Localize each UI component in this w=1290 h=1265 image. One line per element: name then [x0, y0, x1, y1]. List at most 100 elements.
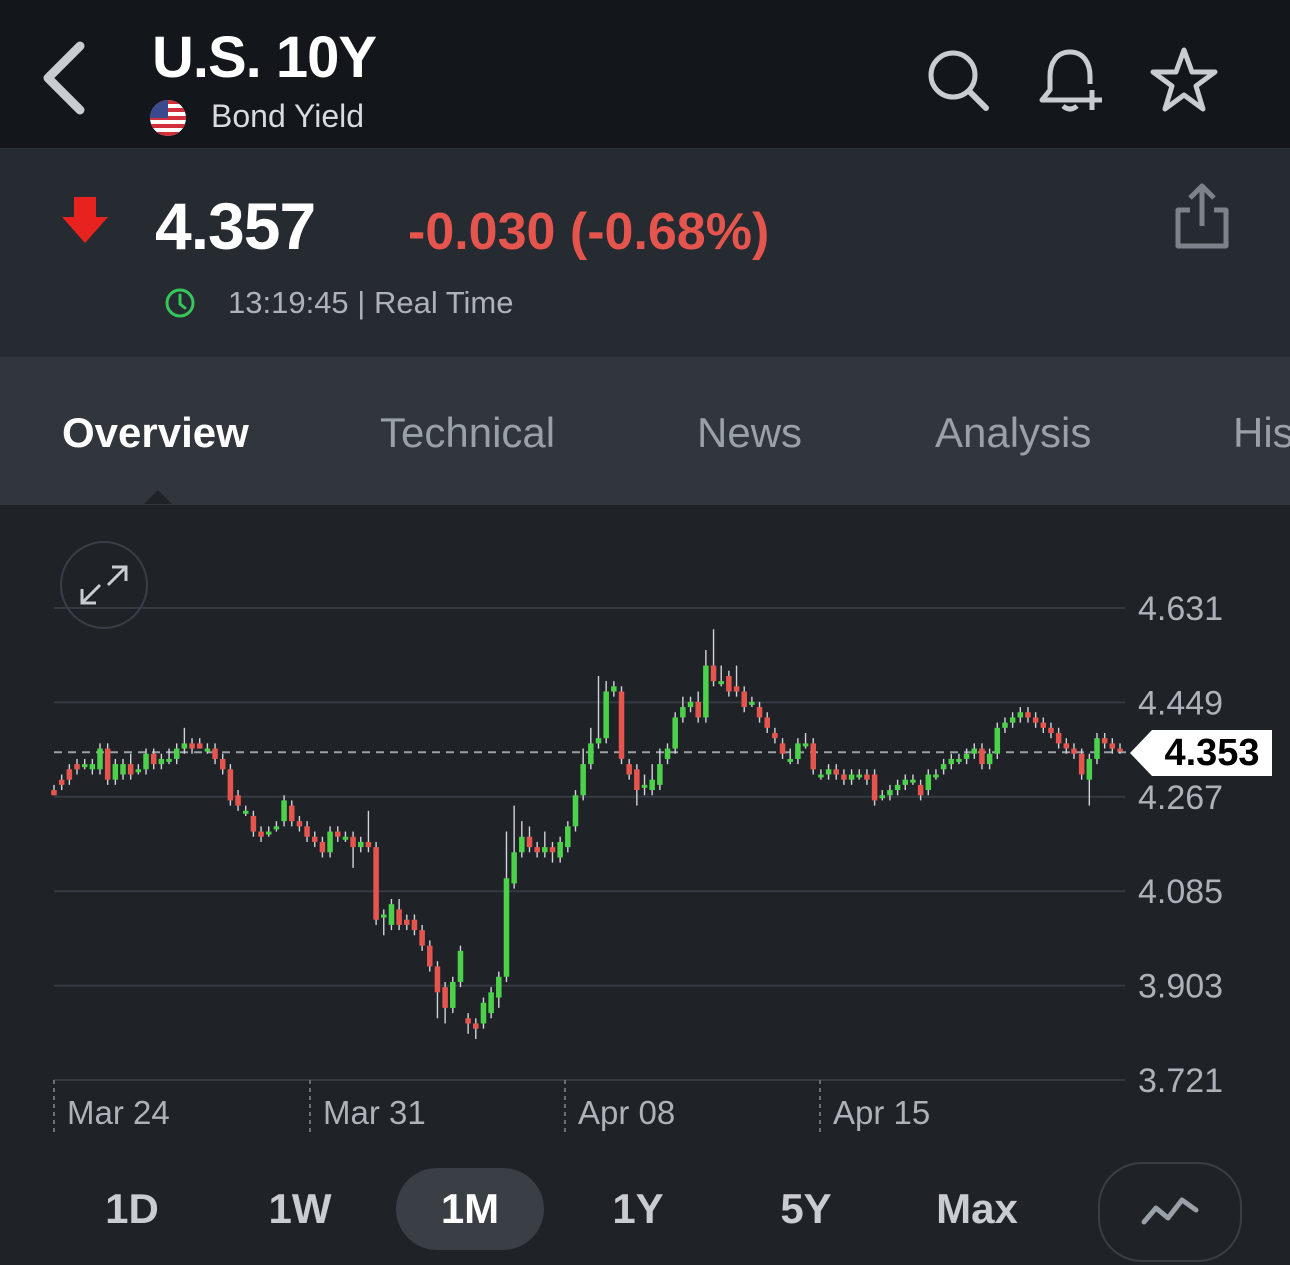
candle-body	[488, 992, 494, 1014]
candle-body	[97, 748, 103, 770]
range-5y[interactable]: 5Y	[780, 1185, 832, 1232]
candle-body	[51, 790, 57, 796]
candle-body	[1109, 743, 1116, 749]
candle-body	[196, 743, 203, 749]
candle-body	[1117, 748, 1123, 752]
candle-body	[503, 878, 510, 977]
candle-body	[557, 841, 563, 858]
x-tick-label: Mar 24	[67, 1094, 170, 1131]
candle-body	[871, 774, 878, 801]
quote-time: 13:19:45 | Real Time	[228, 285, 514, 320]
candle-body	[1009, 717, 1016, 723]
section-tabs: Overview Technical News Analysis His	[0, 357, 1290, 505]
expand-chart-button[interactable]	[60, 541, 148, 629]
candle-body	[373, 847, 379, 920]
candle-body	[1032, 717, 1039, 723]
candle-body	[864, 774, 870, 780]
candle-body	[603, 691, 609, 739]
candle-body	[434, 966, 441, 993]
tab-overview[interactable]: Overview	[62, 409, 249, 456]
candle-body	[473, 1023, 479, 1029]
candle-body	[741, 691, 747, 708]
candle-body	[511, 852, 517, 884]
candle-body	[442, 987, 448, 1008]
candle-body	[235, 795, 241, 806]
candle-body	[404, 919, 410, 925]
candle-body	[396, 909, 402, 925]
candle-body	[288, 805, 295, 822]
range-1y[interactable]: 1Y	[612, 1185, 664, 1232]
candle-body	[1017, 712, 1024, 718]
candle-body	[749, 701, 755, 705]
candle-body	[127, 764, 134, 775]
candle-body	[334, 831, 341, 837]
candle-body	[565, 826, 571, 848]
range-1d[interactable]: 1D	[105, 1185, 159, 1232]
candle-body	[787, 758, 793, 762]
candle-body	[664, 748, 671, 759]
chart-type-button[interactable]	[1098, 1162, 1242, 1262]
candle-body	[365, 841, 372, 848]
add-alert-bell-icon[interactable]	[1034, 44, 1106, 116]
us-flag-icon	[150, 100, 186, 136]
tab-news[interactable]: News	[697, 409, 803, 456]
candle-body	[626, 764, 632, 775]
candle-body	[319, 841, 326, 853]
candle-body	[848, 774, 855, 780]
candle-body	[910, 779, 916, 783]
candle-body	[166, 758, 172, 762]
candle-body	[1071, 748, 1077, 754]
candle-body	[588, 743, 594, 765]
candle-body	[818, 774, 824, 778]
quote-panel	[0, 149, 1290, 357]
instrument-title: U.S. 10Y	[152, 25, 377, 90]
candle-body	[273, 826, 280, 830]
candle-body	[358, 841, 364, 848]
candle-body	[350, 836, 356, 848]
star-icon[interactable]	[1148, 44, 1220, 116]
candle-body	[580, 764, 586, 796]
candle-body	[1055, 733, 1062, 744]
candle-body	[940, 764, 947, 770]
candle-body	[381, 914, 387, 918]
chevron-left-icon[interactable]	[36, 38, 96, 118]
y-tick-label: 4.631	[1138, 590, 1223, 628]
candle-body	[718, 681, 724, 685]
candle-body	[150, 753, 157, 765]
candle-body	[695, 701, 701, 718]
candle-body	[112, 764, 119, 780]
candle-body	[649, 779, 655, 791]
time-range-selector: 1D 1W 1M 1Y 5Y Max	[0, 1160, 1290, 1250]
range-1w[interactable]: 1W	[268, 1185, 332, 1232]
share-icon[interactable]	[1170, 180, 1234, 252]
candle-body	[281, 800, 287, 822]
candlestick-chart[interactable]: 4.631 4.449 4.267 4.085 3.903 3.721 Mar 24 Mar …	[0, 505, 1290, 1145]
tab-technical[interactable]: Technical	[380, 409, 556, 456]
candle-body	[595, 738, 602, 744]
candle-body	[703, 665, 709, 718]
search-icon[interactable]	[922, 44, 994, 116]
price-change: -0.030 (-0.68%)	[408, 203, 770, 261]
candle-body	[764, 717, 770, 728]
range-max[interactable]: Max	[936, 1185, 1018, 1232]
candle-body	[135, 769, 142, 773]
tab-analysis[interactable]: Analysis	[935, 409, 1092, 456]
candle-body	[1063, 743, 1070, 749]
y-tick-label: 4.449	[1138, 684, 1223, 722]
candle-body	[641, 784, 648, 788]
candle-body	[66, 769, 73, 780]
candle-body	[212, 748, 218, 759]
instrument-subtitle: Bond Yield	[211, 98, 365, 134]
tab-historical[interactable]: His	[1233, 409, 1290, 456]
candle-body	[634, 769, 640, 791]
candle-body	[1048, 727, 1054, 734]
range-1m[interactable]: 1M	[396, 1168, 544, 1250]
candle-body	[258, 831, 264, 837]
candle-body	[657, 764, 663, 785]
candle-body	[611, 686, 617, 692]
candle-body	[1002, 722, 1008, 728]
candle-body	[772, 733, 778, 739]
candle-body	[265, 831, 272, 835]
candle-body	[618, 691, 625, 759]
app-header: U.S. 10Y Bond Yield	[0, 0, 1290, 149]
